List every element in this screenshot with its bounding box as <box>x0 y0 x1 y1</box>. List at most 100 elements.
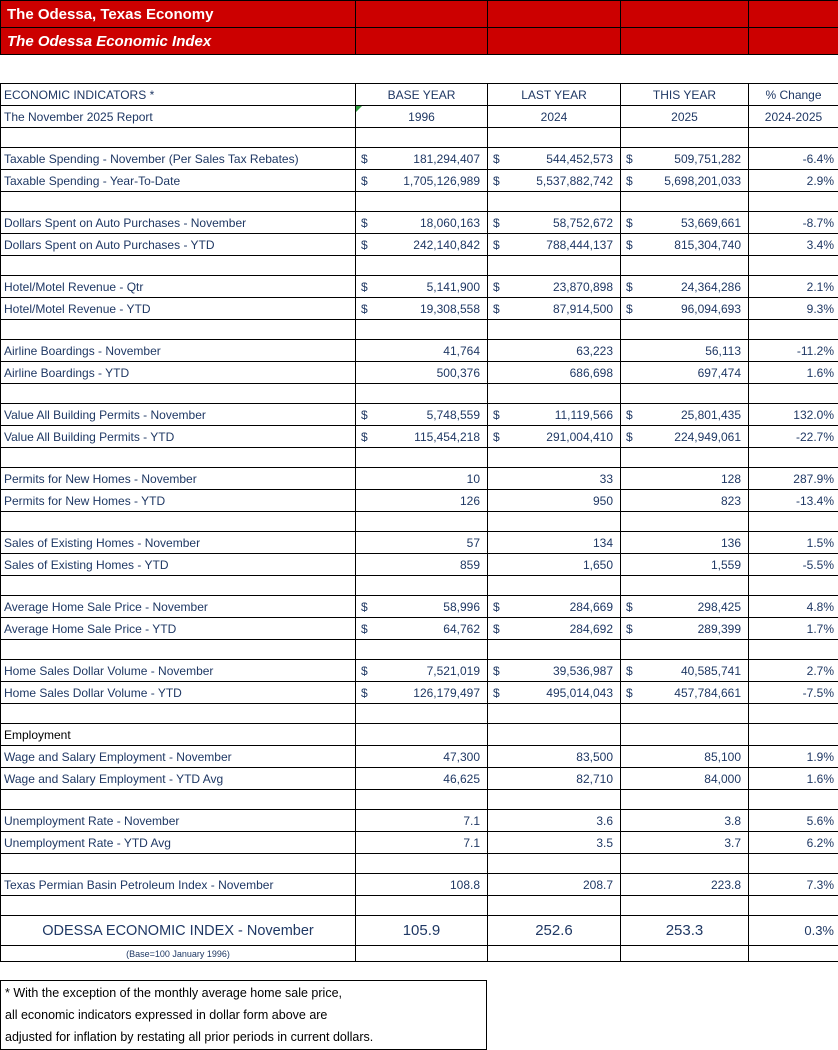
value-cell <box>356 448 488 468</box>
this-year-value: 2025 <box>621 106 749 128</box>
value-cell <box>621 854 749 874</box>
value-cell <box>356 854 488 874</box>
value-text: 291,004,410 <box>546 429 613 444</box>
dollar-sign: $ <box>361 685 368 700</box>
value-cell <box>621 512 749 532</box>
value-text: 23,870,898 <box>552 279 613 294</box>
change-cell: 4.8% <box>749 596 838 618</box>
dollar-sign: $ <box>626 279 633 294</box>
value-text: 40,585,741 <box>680 663 741 678</box>
table-row: Airline Boardings - November 41,764 63,2… <box>1 340 838 362</box>
value-text: 57 <box>466 535 480 550</box>
value-text: 284,692 <box>569 621 613 636</box>
economic-index-last: 252.6 <box>488 916 621 946</box>
change-cell: 9.3% <box>749 298 838 320</box>
value-text: 84,000 <box>704 771 741 786</box>
change-cell <box>749 640 838 660</box>
value-text: 87,914,500 <box>552 301 613 316</box>
value-cell <box>488 448 621 468</box>
value-text: 63,223 <box>576 343 613 358</box>
last-value-cell: $ 544,452,573 <box>488 148 621 170</box>
value-text: 3.6 <box>596 813 613 828</box>
last-value-cell: $ 11,119,566 <box>488 404 621 426</box>
dollar-sign: $ <box>361 237 368 252</box>
value-text: 10 <box>466 471 480 486</box>
value-cell <box>356 192 488 212</box>
this-value-cell: $ 24,364,286 <box>621 276 749 298</box>
value-cell <box>621 896 749 916</box>
this-value-cell: $ 224,949,061 <box>621 426 749 448</box>
table-row: Hotel/Motel Revenue - YTD $ 19,308,558 $… <box>1 298 838 320</box>
table-row: Airline Boardings - YTD 500,376 686,698 … <box>1 362 838 384</box>
last-value-cell: $ 291,004,410 <box>488 426 621 448</box>
base-value-cell: 108.8 <box>356 874 488 896</box>
dollar-sign: $ <box>493 237 500 252</box>
change-cell <box>749 854 838 874</box>
last-value-cell: $ 23,870,898 <box>488 276 621 298</box>
last-value-cell: 208.7 <box>488 874 621 896</box>
this-value-cell: 136 <box>621 532 749 554</box>
row-label <box>1 896 356 916</box>
base-value-cell: 859 <box>356 554 488 576</box>
row-label: Wage and Salary Employment - YTD Avg <box>1 768 356 790</box>
row-label: Value All Building Permits - November <box>1 404 356 426</box>
table-header-row: ECONOMIC INDICATORS * BASE YEAR LAST YEA… <box>1 84 838 106</box>
col-header-indicators: ECONOMIC INDICATORS * <box>1 84 356 106</box>
row-label: Average Home Sale Price - November <box>1 596 356 618</box>
base-value-cell: 7.1 <box>356 832 488 854</box>
change-cell: 1.6% <box>749 768 838 790</box>
table-row: Wage and Salary Employment - YTD Avg 46,… <box>1 768 838 790</box>
last-value-cell: $ 284,669 <box>488 596 621 618</box>
change-cell: 2.1% <box>749 276 838 298</box>
table-row: Home Sales Dollar Volume - November $ 7,… <box>1 660 838 682</box>
value-text: 284,669 <box>569 599 613 614</box>
pct-change-range: 2024-2025 <box>749 106 838 128</box>
value-text: 289,399 <box>697 621 741 636</box>
value-text: 96,094,693 <box>680 301 741 316</box>
dollar-sign: $ <box>493 215 500 230</box>
change-cell: 2.9% <box>749 170 838 192</box>
table-row <box>1 384 838 404</box>
row-label: Texas Permian Basin Petroleum Index - No… <box>1 874 356 896</box>
table-row: Wage and Salary Employment - November 47… <box>1 746 838 768</box>
value-text: 224,949,061 <box>674 429 741 444</box>
value-text: 697,474 <box>697 365 741 380</box>
value-cell <box>488 790 621 810</box>
row-label: Permits for New Homes - November <box>1 468 356 490</box>
change-cell <box>749 128 838 148</box>
table-row: Average Home Sale Price - November $ 58,… <box>1 596 838 618</box>
value-text: 686,698 <box>569 365 613 380</box>
change-cell: 6.2% <box>749 832 838 854</box>
footnote-line: * With the exception of the monthly aver… <box>5 986 342 1000</box>
dollar-sign: $ <box>493 599 500 614</box>
dollar-sign: $ <box>493 151 500 166</box>
base-value-cell: $ 19,308,558 <box>356 298 488 320</box>
empty-cell <box>488 946 621 962</box>
value-cell <box>488 384 621 404</box>
row-label <box>1 256 356 276</box>
table-row: Value All Building Permits - YTD $ 115,4… <box>1 426 838 448</box>
base-value-cell: $ 242,140,842 <box>356 234 488 256</box>
value-cell <box>356 256 488 276</box>
this-value-cell: 128 <box>621 468 749 490</box>
value-text: 5,748,559 <box>426 407 480 422</box>
cell-flag-icon <box>356 106 362 112</box>
row-label: Home Sales Dollar Volume - November <box>1 660 356 682</box>
dollar-sign: $ <box>493 301 500 316</box>
this-value-cell: $ 457,784,661 <box>621 682 749 704</box>
last-value-cell: $ 495,014,043 <box>488 682 621 704</box>
last-value-cell: 686,698 <box>488 362 621 384</box>
row-label: Unemployment Rate - YTD Avg <box>1 832 356 854</box>
base-value-cell: 57 <box>356 532 488 554</box>
banner-empty-cell <box>488 28 621 55</box>
value-text: 1,650 <box>582 557 613 572</box>
footnote-line: all economic indicators expressed in dol… <box>5 1008 328 1022</box>
value-text: 823 <box>720 493 741 508</box>
table-row <box>1 854 838 874</box>
row-label: Hotel/Motel Revenue - Qtr <box>1 276 356 298</box>
empty-cell <box>621 946 749 962</box>
change-cell: -13.4% <box>749 490 838 512</box>
base-value-cell: $ 7,521,019 <box>356 660 488 682</box>
table-row: Employment <box>1 724 838 746</box>
